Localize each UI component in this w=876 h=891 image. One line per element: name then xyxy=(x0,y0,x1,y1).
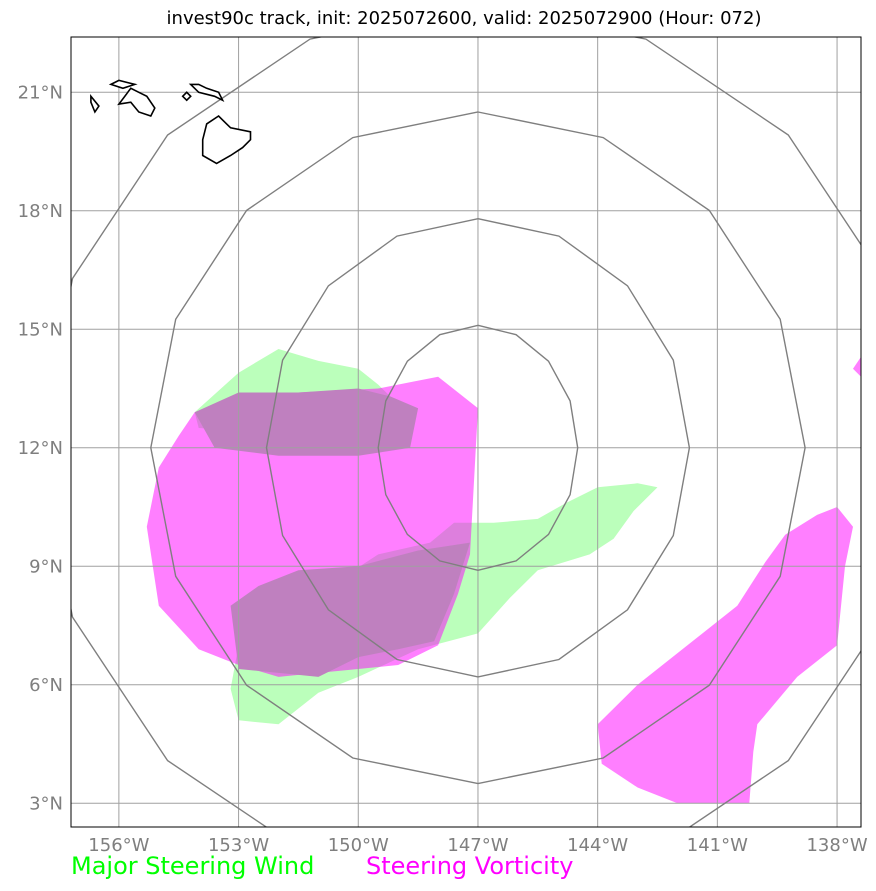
overlap-layer xyxy=(194,388,470,677)
lat-tick-label: 6°N xyxy=(29,675,63,696)
island-outline-6 xyxy=(90,94,100,114)
lon-tick-label: 147°W xyxy=(447,835,508,856)
lon-tick-label: 141°W xyxy=(687,835,748,856)
coastline xyxy=(90,79,252,165)
overlap-area-1 xyxy=(194,388,419,456)
lat-tick-label: 21°N xyxy=(18,82,63,103)
range-ring-1 xyxy=(377,324,579,572)
steering-vorticity-area-2 xyxy=(597,507,853,804)
lat-tick-label: 18°N xyxy=(18,201,63,222)
lat-tick-label: 15°N xyxy=(18,319,63,340)
island-outline-3 xyxy=(181,91,192,102)
island-outline-4 xyxy=(117,87,156,117)
lat-tick-label: 12°N xyxy=(18,438,63,459)
range-ring-3 xyxy=(150,111,806,785)
range-rings xyxy=(71,37,861,827)
range-ring-4 xyxy=(71,37,861,827)
overlap-area-2 xyxy=(230,542,470,677)
lon-tick-label: 138°W xyxy=(806,835,867,856)
lon-tick-label: 156°W xyxy=(88,835,149,856)
legend-steering-vorticity: Steering Vorticity xyxy=(366,852,574,880)
longitude-labels: 156°W 153°W 150°W 147°W 144°W 141°W 138°W xyxy=(88,835,868,856)
lon-tick-label: 150°W xyxy=(328,835,389,856)
lat-tick-label: 3°N xyxy=(29,793,63,814)
island-outline-5 xyxy=(108,79,138,90)
chart-title: invest90c track, init: 2025072600, valid… xyxy=(166,8,762,29)
latitude-labels: 3°N 6°N 9°N 12°N 15°N 18°N 21°N xyxy=(18,82,63,814)
steering-vorticity-area-3 xyxy=(853,356,861,377)
map-frame xyxy=(70,36,862,828)
island-outline-1 xyxy=(201,114,252,165)
lon-tick-label: 153°W xyxy=(208,835,269,856)
lat-tick-label: 9°N xyxy=(29,556,63,577)
range-ring-2 xyxy=(265,217,691,678)
legend-steering-wind: Major Steering Wind xyxy=(71,852,315,880)
gridlines xyxy=(71,37,861,827)
island-outline-2 xyxy=(188,83,225,102)
lon-tick-label: 144°W xyxy=(567,835,628,856)
